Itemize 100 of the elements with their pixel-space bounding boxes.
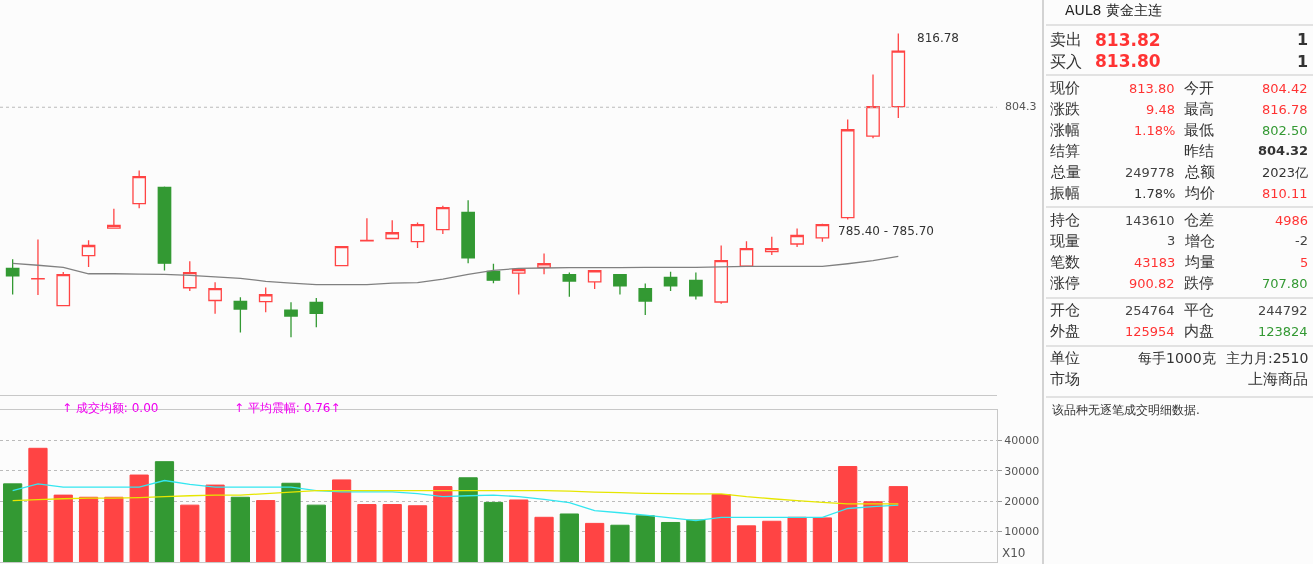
bar [660, 521, 681, 562]
text: -2 [1295, 233, 1308, 248]
text: 跌停 [1184, 274, 1214, 292]
text: 振幅 [1050, 184, 1080, 202]
bar [78, 496, 99, 562]
text: 2023亿 [1262, 165, 1309, 180]
candlestick [309, 297, 324, 328]
bar [332, 479, 352, 562]
text: 810.11 [1262, 186, 1308, 201]
candlestick [410, 221, 425, 249]
text: 涨停 [1050, 274, 1080, 292]
bar [711, 494, 731, 562]
candlestick [81, 239, 96, 268]
text: 804.42 [1262, 81, 1308, 96]
candlestick [233, 296, 248, 334]
text: 现量 [1050, 232, 1080, 250]
bar [180, 504, 200, 562]
candlestick [107, 208, 121, 230]
text: 813.80 [1095, 51, 1161, 71]
text: X10 [1002, 546, 1026, 560]
bar [635, 515, 655, 562]
text: 持仓 [1050, 211, 1080, 229]
candlestick [258, 286, 273, 313]
text: 900.82 [1129, 276, 1175, 291]
line-series [12, 489, 899, 505]
text: 笔数 [1050, 253, 1080, 271]
candlestick [31, 238, 45, 296]
bar [230, 496, 250, 562]
candlestick [764, 236, 779, 256]
text: 707.80 [1262, 276, 1308, 291]
candlestick [537, 252, 551, 276]
bar [483, 501, 504, 562]
text: 9.48 [1146, 102, 1175, 117]
text: 1.18% [1134, 123, 1176, 138]
bar [28, 447, 48, 562]
bar [736, 525, 757, 562]
annotation: 785.40 - 785.70 [838, 224, 934, 238]
text: 内盘 [1184, 322, 1214, 340]
text: 仓差 [1184, 211, 1214, 229]
candlestick [56, 271, 71, 307]
candlestick [435, 205, 450, 235]
text: 现价 [1050, 79, 1080, 97]
text: 1.78% [1134, 186, 1176, 201]
text: 244792 [1258, 303, 1308, 318]
candlestick [790, 227, 804, 248]
text: 总额 [1184, 163, 1215, 181]
text: 143610 [1125, 213, 1175, 228]
candlestick [714, 244, 729, 305]
bar [3, 483, 23, 562]
candlestick [866, 73, 880, 139]
candlestick [334, 245, 349, 267]
bar [306, 504, 326, 562]
text: 3 [1167, 233, 1176, 248]
candlestick [613, 273, 627, 296]
candlestick [284, 301, 298, 338]
text: 816.78 [917, 31, 959, 45]
text: 涨跌 [1050, 100, 1080, 118]
bar [762, 520, 782, 562]
candlestick [840, 118, 855, 221]
candlestick [891, 32, 906, 119]
text: 主力月:2510 [1226, 350, 1309, 366]
text: 上海商品 [1248, 370, 1308, 388]
bar [53, 494, 73, 562]
candlestick [663, 270, 678, 292]
candlestick [461, 199, 475, 264]
annotation: ↑ 成交均额: 0.00 [62, 401, 159, 415]
text: 1 [1297, 30, 1309, 49]
text: 254764 [1125, 303, 1175, 318]
bar [357, 504, 377, 562]
text: 开仓 [1050, 301, 1080, 319]
text: 市场 [1050, 370, 1080, 388]
bar [534, 516, 554, 562]
text: AUL8 黄金主连 [1065, 2, 1162, 18]
text: 今开 [1184, 79, 1214, 97]
text: 125954 [1125, 324, 1175, 339]
bar [863, 501, 883, 562]
text: 买入 [1050, 52, 1082, 71]
candlestick [5, 258, 20, 296]
bar [433, 486, 453, 562]
candlestick [385, 219, 400, 240]
candlestick [815, 222, 830, 243]
bar [382, 504, 402, 562]
bar [812, 517, 833, 562]
text: 802.50 [1262, 123, 1308, 138]
bar [256, 500, 276, 562]
y-tick-label: 40000 [1004, 434, 1040, 448]
y-tick-label: 30000 [1004, 464, 1040, 478]
text: 单位 [1050, 349, 1080, 367]
bar [129, 474, 149, 562]
bar [888, 486, 908, 562]
text: 804.3 [1005, 100, 1037, 113]
annotation: ↑ 平均震幅: 0.76↑ [234, 401, 341, 415]
candlestick [360, 217, 374, 242]
bar [104, 496, 124, 562]
bar [585, 522, 605, 562]
y-tick-label: 10000 [1004, 525, 1040, 539]
text: 43183 [1134, 255, 1176, 270]
text: 均价 [1184, 184, 1215, 202]
text: 123824 [1258, 324, 1308, 339]
text: 813.82 [1095, 30, 1161, 50]
